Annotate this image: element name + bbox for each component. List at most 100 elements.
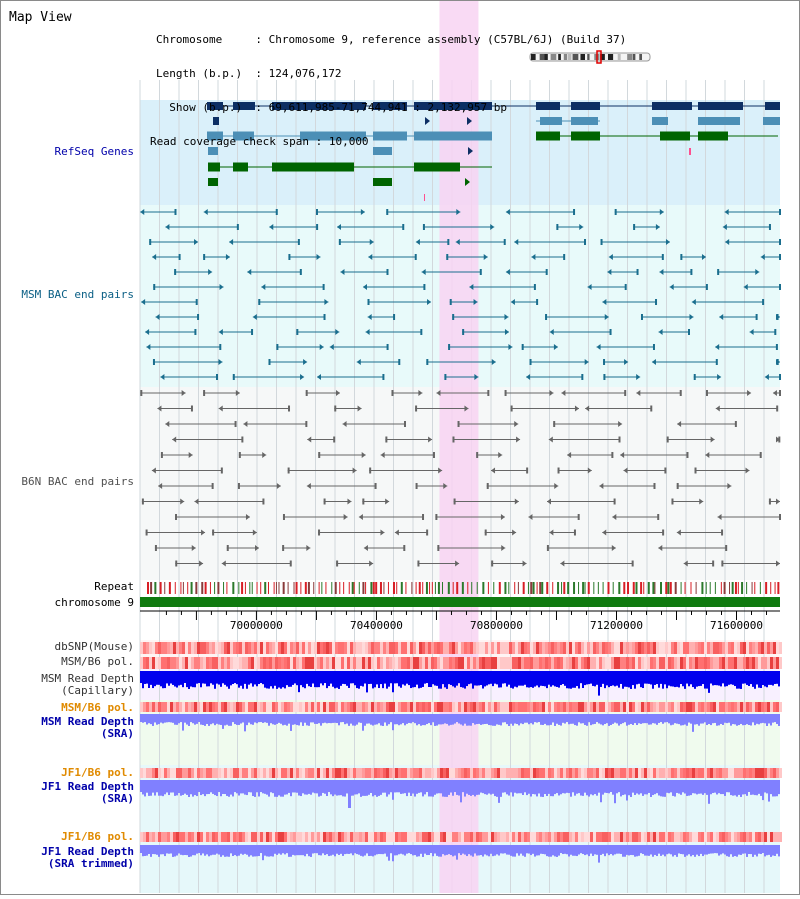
polymorphism-cell <box>662 642 665 654</box>
read-depth-bar <box>238 714 240 725</box>
msm-pair-end <box>661 254 664 260</box>
read-depth-bar <box>480 671 482 686</box>
repeat-element <box>593 582 595 594</box>
polymorphism-cell <box>557 642 560 654</box>
polymorphism-cell <box>710 657 713 669</box>
read-depth-bar <box>268 714 270 726</box>
read-depth-bar <box>394 714 396 725</box>
read-depth-bar <box>622 671 624 689</box>
read-depth-bar <box>684 671 686 689</box>
read-depth-bar <box>638 845 640 856</box>
polymorphism-cell <box>743 657 746 669</box>
polymorphism-cell <box>764 768 767 778</box>
msm-pair-end <box>203 209 208 215</box>
read-depth-bar <box>494 780 496 797</box>
read-depth-bar <box>438 780 440 794</box>
polymorphism-cell <box>251 768 254 778</box>
polymorphism-cell <box>224 702 227 712</box>
polymorphism-cell <box>689 832 692 842</box>
read-depth-bar <box>534 714 536 723</box>
read-depth-bar <box>600 845 602 855</box>
polymorphism-cell <box>293 768 296 778</box>
polymorphism-cell <box>506 657 509 669</box>
chromosome-ideogram[interactable] <box>529 50 651 64</box>
b6n-pair-end <box>201 529 206 536</box>
polymorphism-cell <box>494 642 497 654</box>
read-depth-bar <box>264 714 266 723</box>
read-depth-bar <box>256 845 258 857</box>
b6n-pair-end <box>772 390 777 396</box>
polymorphism-cell <box>683 657 686 669</box>
polymorphism-cell <box>176 642 179 654</box>
read-depth-bar <box>312 671 314 684</box>
polymorphism-cell <box>377 832 380 842</box>
read-depth-bar <box>178 671 180 686</box>
read-depth-bar <box>596 780 598 796</box>
read-depth-bar <box>390 714 392 723</box>
read-depth-bar <box>428 845 430 855</box>
polymorphism-cell <box>725 657 728 669</box>
read-depth-bar <box>174 671 176 687</box>
read-depth-bar <box>302 780 304 794</box>
read-depth-bar <box>142 671 144 689</box>
polymorphism-cell <box>323 642 326 654</box>
polymorphism-cell <box>227 832 230 842</box>
read-depth-bar <box>272 780 274 794</box>
read-depth-bar <box>350 845 352 854</box>
polymorphism-cell <box>743 768 746 778</box>
read-depth-bar <box>248 780 250 793</box>
b6n-pair-end <box>504 390 507 396</box>
b6n-pair-end <box>715 405 720 412</box>
read-depth-bar <box>382 671 384 689</box>
info-panel: Chromosome : Chromosome 9, reference ass… <box>150 10 626 158</box>
b6n-pair-end <box>335 390 340 396</box>
read-depth-bar <box>738 845 740 855</box>
read-depth-bar <box>656 671 658 685</box>
msm-pair-end <box>717 269 720 275</box>
read-depth-bar <box>664 780 666 797</box>
read-depth-bar <box>340 780 342 796</box>
polymorphism-cell <box>602 768 605 778</box>
polymorphism-cell <box>362 702 365 712</box>
msm-pair-end <box>365 329 370 335</box>
polymorphism-cell <box>224 642 227 654</box>
polymorphism-cell <box>626 642 629 654</box>
refseq-genes-track[interactable] <box>207 102 780 201</box>
polymorphism-cell <box>560 642 563 654</box>
polymorphism-cell <box>680 768 683 778</box>
read-depth-bar <box>644 671 646 684</box>
read-depth-bar <box>484 714 486 724</box>
label-msm-b6-pol-1: MSM/B6 pol. <box>61 655 134 668</box>
read-depth-bar <box>650 714 652 725</box>
read-depth-bar <box>380 845 382 855</box>
b6n-bac-track[interactable] <box>140 390 781 567</box>
read-depth-bar <box>214 780 216 796</box>
repeat-element <box>348 582 350 594</box>
read-depth-bar <box>212 714 214 724</box>
polymorphism-cell <box>740 832 743 842</box>
polymorphism-cell <box>728 832 731 842</box>
read-depth-bar <box>154 714 156 723</box>
polymorphism-cell <box>488 702 491 712</box>
read-depth-bar <box>682 714 684 726</box>
polymorphism-cell <box>209 702 212 712</box>
polymorphism-cell <box>197 768 200 778</box>
b6n-pair-end <box>234 421 237 427</box>
msm-pair-end <box>367 299 370 305</box>
polymorphism-cell <box>146 642 149 654</box>
read-depth-bar <box>620 780 622 797</box>
polymorphism-cell <box>215 768 218 778</box>
read-depth-bar <box>352 671 354 684</box>
polymorphism-cell <box>332 768 335 778</box>
read-depth-bar <box>622 780 624 796</box>
polymorphism-cell <box>686 702 689 712</box>
read-depth-bar <box>296 714 298 726</box>
polymorphism-cell <box>365 768 368 778</box>
polymorphism-cell <box>149 642 152 654</box>
polymorphism-cell <box>260 832 263 842</box>
polymorphism-cell <box>590 702 593 712</box>
msm-bac-track[interactable] <box>140 209 781 380</box>
polymorphism-cell <box>626 768 629 778</box>
